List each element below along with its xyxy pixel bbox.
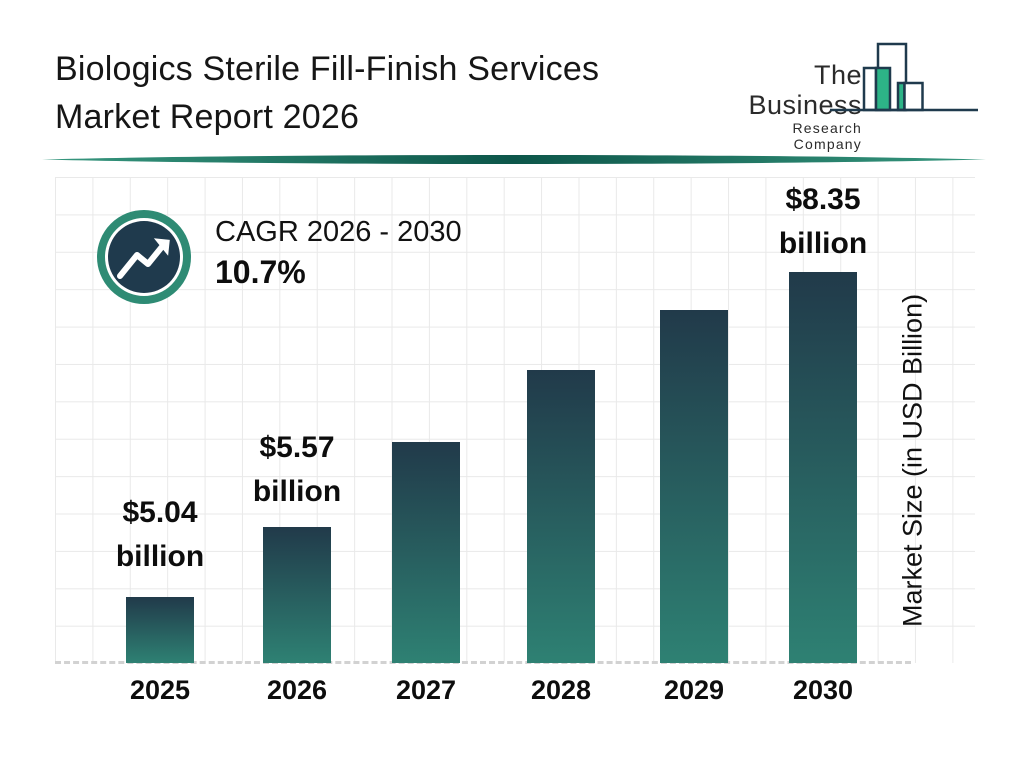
- company-name: The Business: [748, 60, 862, 120]
- company-logo: The Business Research Company: [730, 38, 980, 152]
- bar-2026: [263, 527, 331, 663]
- x-axis-label-2030: 2030: [792, 675, 854, 705]
- cagr-range-label: CAGR 2026 - 2030: [215, 216, 462, 248]
- bar-value-label-2030: $8.35 billion: [778, 183, 868, 260]
- x-axis-label-2028: 2028: [530, 675, 592, 705]
- x-axis-baseline: [55, 661, 911, 664]
- trending-up-icon: [97, 210, 191, 304]
- bar-plot: $5.04 billion 2025 $5.57 billion 2026 2027 2028…: [0, 177, 1024, 705]
- x-axis-label-2027: 2027: [395, 675, 457, 705]
- cagr-value: 10.7%: [215, 254, 306, 290]
- x-axis-label-2029: 2029: [663, 675, 725, 705]
- bar-2028: [527, 370, 595, 663]
- page-title-line2: Market Report 2026: [55, 98, 360, 136]
- x-axis-label-2026: 2026: [266, 675, 328, 705]
- page-title-line1: Biologics Sterile Fill-Finish Services: [55, 50, 600, 88]
- title-divider: [42, 155, 986, 164]
- y-axis-label: Market Size (in USD Billion): [897, 293, 928, 627]
- cagr-texts: CAGR 2026 - 2030 10.7%: [215, 209, 462, 305]
- bar-2030: [789, 272, 857, 663]
- bar-value-label-2025: $5.04 billion: [115, 496, 205, 573]
- cagr-badge: CAGR 2026 - 2030 10.7%: [96, 209, 462, 305]
- bar-2027: [392, 442, 460, 663]
- company-subname: Research Company: [792, 120, 862, 152]
- page-title: Biologics Sterile Fill-Finish Services M…: [55, 45, 715, 141]
- x-axis-label-2025: 2025: [129, 675, 191, 705]
- bar-value-label-2026: $5.57 billion: [252, 431, 342, 508]
- bar-buildings-icon: [830, 42, 978, 112]
- bar-2029: [660, 310, 728, 663]
- company-logo-text: The Business Research Company: [730, 60, 862, 152]
- bar-2025: [126, 597, 194, 663]
